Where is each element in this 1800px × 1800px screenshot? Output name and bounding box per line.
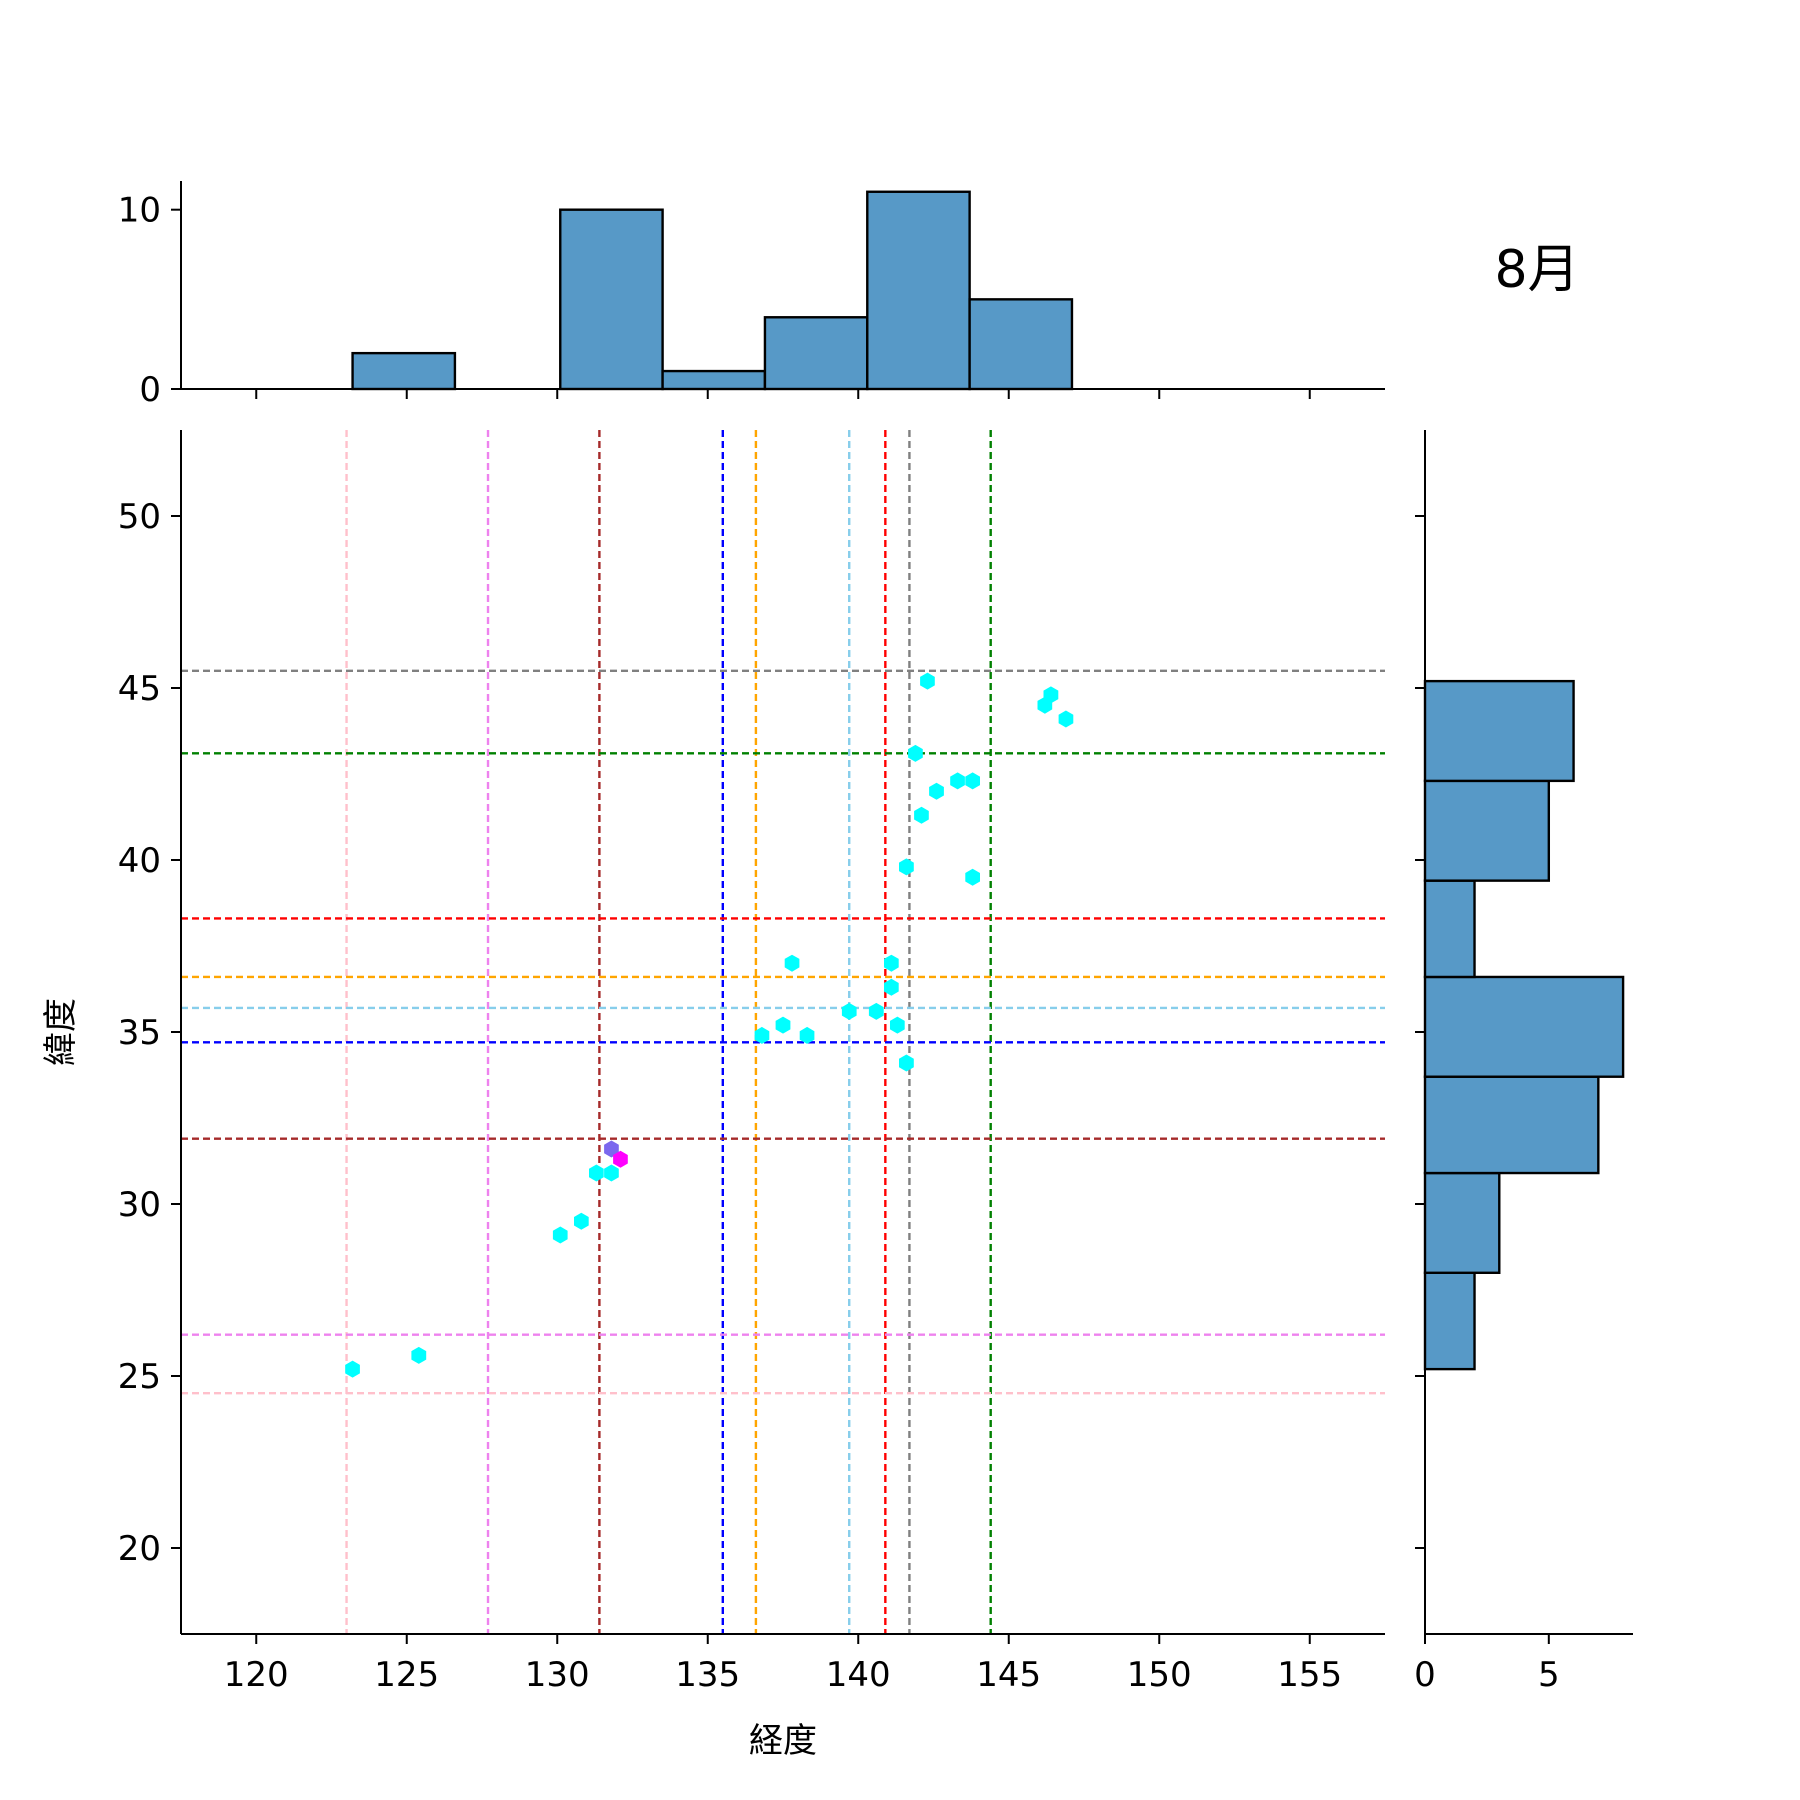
top-hist-bar — [661, 369, 767, 391]
scatter-point — [589, 1164, 604, 1182]
scatter-point — [613, 1150, 628, 1168]
top-histogram: 0 10 — [118, 181, 1385, 410]
x-tick-label: 125 — [374, 1655, 439, 1695]
top-hist-bar — [559, 208, 664, 391]
scatter-point — [899, 1054, 914, 1072]
y-tick-label: 35 — [118, 1013, 161, 1053]
scatter-point — [1058, 710, 1074, 728]
scatter-point — [965, 868, 980, 886]
x-tick-label: 150 — [1127, 1655, 1192, 1695]
scatter-point — [754, 1026, 770, 1044]
scatter-point — [914, 806, 929, 824]
scatter-point — [908, 744, 923, 762]
right-hist-bar — [1423, 975, 1625, 1078]
top-hist-bar — [968, 298, 1074, 391]
scatter-point — [574, 1212, 589, 1230]
right-hist-bar — [1423, 1271, 1476, 1371]
x-axis-label: 経度 — [749, 1721, 817, 1761]
scatter-point — [950, 772, 965, 790]
scatter-point — [552, 1226, 568, 1244]
scatter-point — [345, 1360, 360, 1378]
scatter-point — [841, 1002, 857, 1020]
scatter-point — [920, 672, 935, 690]
scatter-point — [799, 1026, 815, 1044]
scatter-point — [965, 772, 980, 790]
scatter-point — [868, 1002, 884, 1020]
x-tick-label: 130 — [525, 1655, 590, 1695]
chart-title: 8月 — [1494, 240, 1579, 300]
right-hist-bar — [1423, 679, 1575, 783]
y-axis-label: 緯度 — [41, 998, 81, 1066]
top-hist-bar — [763, 316, 869, 391]
x-tick-label: 120 — [224, 1655, 289, 1695]
scatter-point — [929, 782, 944, 800]
scatter-point — [884, 954, 899, 972]
scatter-point — [1043, 686, 1059, 704]
right-hist-x-tick-label: 5 — [1538, 1655, 1560, 1695]
y-tick-label: 30 — [118, 1185, 161, 1225]
top-hist-bar — [866, 190, 971, 391]
right-hist-x-tick-label: 0 — [1414, 1655, 1436, 1695]
scatter-point — [604, 1164, 619, 1182]
top-hist-y-tick-label: 10 — [118, 191, 161, 231]
scatter-point — [899, 858, 914, 876]
y-tick-label: 45 — [118, 669, 161, 709]
y-tick-label: 20 — [118, 1529, 161, 1569]
x-tick-label: 140 — [826, 1655, 891, 1695]
scatter-point — [884, 978, 899, 996]
scatter-point — [890, 1016, 905, 1034]
scatter-point — [411, 1346, 427, 1364]
top-hist-bar — [351, 351, 457, 391]
y-tick-label: 40 — [118, 841, 161, 881]
y-tick-label: 25 — [118, 1357, 161, 1397]
scatter-point — [604, 1140, 619, 1158]
x-tick-label: 145 — [976, 1655, 1041, 1695]
right-hist-bar — [1423, 879, 1476, 979]
x-tick-label: 155 — [1277, 1655, 1342, 1695]
right-hist-bar — [1423, 1075, 1600, 1175]
scatter-point — [784, 954, 800, 972]
main-scatter-plot: 120 125 130 135 140 145 150 155 20253035404550 … — [41, 430, 1385, 1761]
scatter-point — [775, 1016, 791, 1034]
x-tick-label: 135 — [675, 1655, 740, 1695]
y-tick-label: 50 — [118, 497, 161, 537]
top-hist-y-tick-label: 0 — [139, 370, 161, 410]
right-hist-bar — [1423, 1171, 1501, 1275]
right-hist-bar — [1423, 779, 1551, 882]
